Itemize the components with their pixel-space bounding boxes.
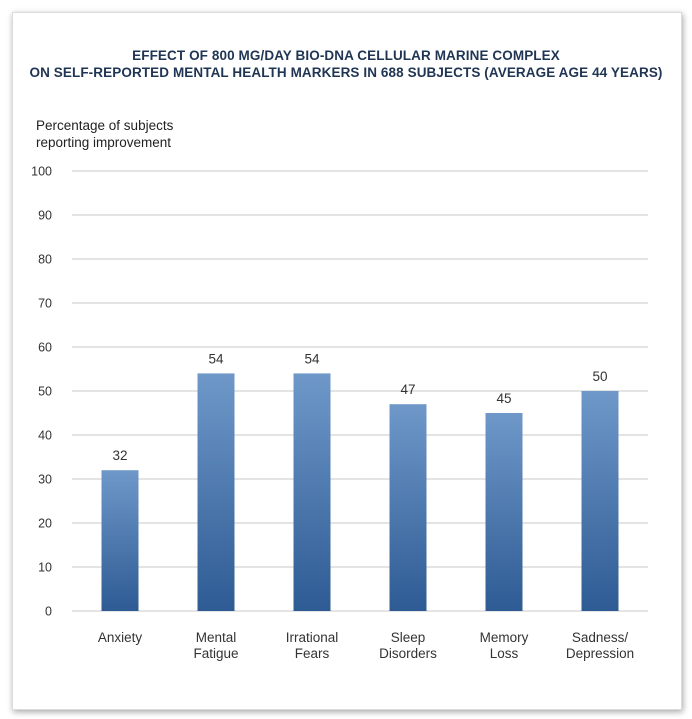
y-tick-label: 80 (38, 253, 52, 267)
bar (293, 373, 331, 611)
bar (197, 373, 235, 611)
y-tick-label: 30 (38, 473, 52, 487)
category-label: Memory Loss (480, 630, 529, 661)
chart-title-line1: EFFECT OF 800 MG/DAY BIO-DNA CELLULAR MA… (132, 48, 560, 63)
category-label: Irrational Fears (286, 630, 339, 661)
y-tick-label: 100 (31, 165, 52, 179)
bar (101, 470, 139, 611)
category-label: Sadness/Depression (566, 630, 634, 661)
value-label: 50 (592, 369, 607, 384)
category-label: Mental Fatigue (193, 630, 238, 661)
category-label: Anxiety (98, 630, 143, 645)
category-label: Sleep Disorders (379, 630, 437, 661)
y-tick-label: 50 (38, 385, 52, 399)
bar (389, 404, 427, 611)
category-labels: Anxiety Mental Fatigue Irrational Fears Sleep… (98, 630, 634, 661)
y-tick-label: 70 (38, 297, 52, 311)
chart-title: EFFECT OF 800 MG/DAY BIO-DNA CELLULAR MA… (0, 47, 692, 81)
value-label: 45 (496, 391, 511, 406)
y-tick-label: 90 (38, 209, 52, 223)
y-tick-label: 40 (38, 429, 52, 443)
value-labels: 32 54 54 47 45 50 (112, 351, 607, 463)
value-label: 32 (112, 448, 127, 463)
value-label: 54 (304, 351, 320, 366)
bar (485, 413, 523, 611)
y-tick-label: 20 (38, 517, 52, 531)
bar (581, 391, 619, 611)
chart-title-line2: ON SELF-REPORTED MENTAL HEALTH MARKERS I… (29, 65, 663, 80)
y-tick-label: 60 (38, 341, 52, 355)
y-tick-label: 0 (45, 605, 52, 619)
y-tick-label: 10 (38, 561, 52, 575)
grid-layer (72, 170, 648, 612)
bars (101, 373, 619, 611)
y-tick-labels: 0 10 20 30 40 50 60 70 80 90 100 (31, 165, 52, 619)
value-label: 54 (208, 351, 224, 366)
y-axis-label: Percentage of subjects reporting improve… (36, 118, 174, 150)
value-label: 47 (400, 382, 415, 397)
